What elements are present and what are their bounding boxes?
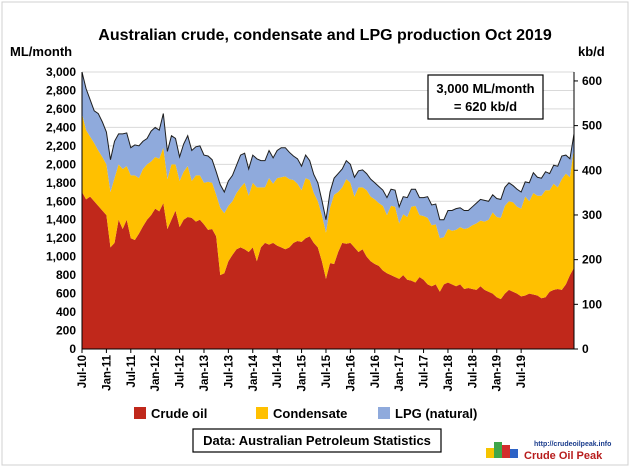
legend-swatch-lpg-natural [378,407,390,419]
axes [81,72,578,353]
y-tick-label: 1,800 [46,176,76,190]
annotation-box: 3,000 ML/month = 620 kb/d [427,74,544,120]
y-tick-label: 2,200 [46,139,76,153]
logo-bar-3 [502,445,510,458]
y-tick-label: 1,400 [46,213,76,227]
annotation-line-2: = 620 kb/d [454,99,517,114]
x-tick-label: Jan-11 [101,354,113,390]
x-tick-label: Jan-12 [150,355,162,391]
logo-url: http://crudeoilpeak.info [534,441,611,448]
x-tick-label: Jul-16 [370,355,382,388]
y2-tick-label: 600 [582,74,602,88]
legend-label-lpg-natural: LPG (natural) [395,406,477,421]
x-tick-label: Jul-11 [126,354,138,387]
y2-tick-labels: 0 100 200 300 400 500 600 [582,74,602,356]
chart-title: Australian crude, condensate and LPG pro… [98,27,552,44]
y-tick-label: 400 [56,305,76,319]
y-tick-label: 0 [69,342,76,356]
source-text: Data: Australian Petroleum Statistics [203,433,431,448]
legend-swatch-crude-oil [134,407,146,419]
stacked-areas [81,71,575,349]
x-tick-label: Jul-15 [321,354,333,388]
legend-swatch-condensate [256,407,268,419]
logo-bar-4 [510,449,518,458]
y-axis-label: ML/month [10,44,72,59]
x-tick-label: Jul-14 [272,354,284,388]
y2-tick-label: 200 [582,253,602,267]
y-tick-label: 2,400 [46,120,76,134]
x-tick-label: Jan-17 [394,355,406,391]
logo-bar-2 [494,442,502,458]
total-outline [81,71,575,221]
x-tick-label: Jan-14 [248,354,260,391]
y-tick-label: 200 [56,324,76,338]
x-tick-label: Jul-10 [77,355,89,388]
annotation-line-1: 3,000 ML/month [436,81,534,96]
logo-name: Crude Oil Peak [524,450,603,462]
y-tick-label: 3,000 [46,65,76,79]
crude-oil-peak-logo: http://crudeoilpeak.info Crude Oil Peak [486,441,611,462]
x-tick-label: Jul-17 [419,355,431,388]
y-tick-label: 800 [56,268,76,282]
x-tick-label: Jul-12 [175,355,187,388]
x-tick-label: Jul-19 [516,355,528,388]
x-tick-label: Jan-15 [297,354,309,391]
logo-bar-1 [486,448,494,458]
x-tick-label: Jan-16 [345,355,357,391]
y-tick-label: 2,000 [46,157,76,171]
area-crude-oil [82,192,574,349]
y2-tick-label: 500 [582,119,602,133]
legend: Crude oil Condensate LPG (natural) [134,406,477,421]
y2-tick-label: 300 [582,208,602,222]
y2-tick-label: 100 [582,297,602,311]
y-tick-label: 1,600 [46,194,76,208]
x-tick-label: Jan-18 [443,354,455,391]
annotation-frame [427,74,544,120]
x-tick-label: Jul-18 [467,354,479,388]
source-frame [192,428,442,453]
y2-tick-label: 400 [582,163,602,177]
y-tick-label: 1,200 [46,231,76,245]
y2-tick-label: 0 [582,342,589,356]
x-tick-label: Jan-19 [492,355,504,391]
area-condensate [82,113,574,300]
y2-axis-label: kb/d [578,44,605,59]
source-box: Data: Australian Petroleum Statistics [192,428,442,453]
legend-label-condensate: Condensate [273,406,347,421]
legend-label-crude-oil: Crude oil [151,406,207,421]
y-tick-label: 1,000 [46,250,76,264]
x-tick-label: Jan-13 [199,355,211,391]
y-tick-labels: 0 200 400 600 800 1,000 1,200 1,400 1,600 1,800 2,… [46,65,76,356]
y-tick-label: 600 [56,287,76,301]
y-tick-label: 2,800 [46,83,76,97]
x-tick-labels: Jul-10 Jan-11 Jul-11 Jan-12 Jul-12 Jan-13 Jul-… [77,354,528,391]
x-tick-label: Jul-13 [223,355,235,388]
y-tick-label: 2,600 [46,102,76,116]
